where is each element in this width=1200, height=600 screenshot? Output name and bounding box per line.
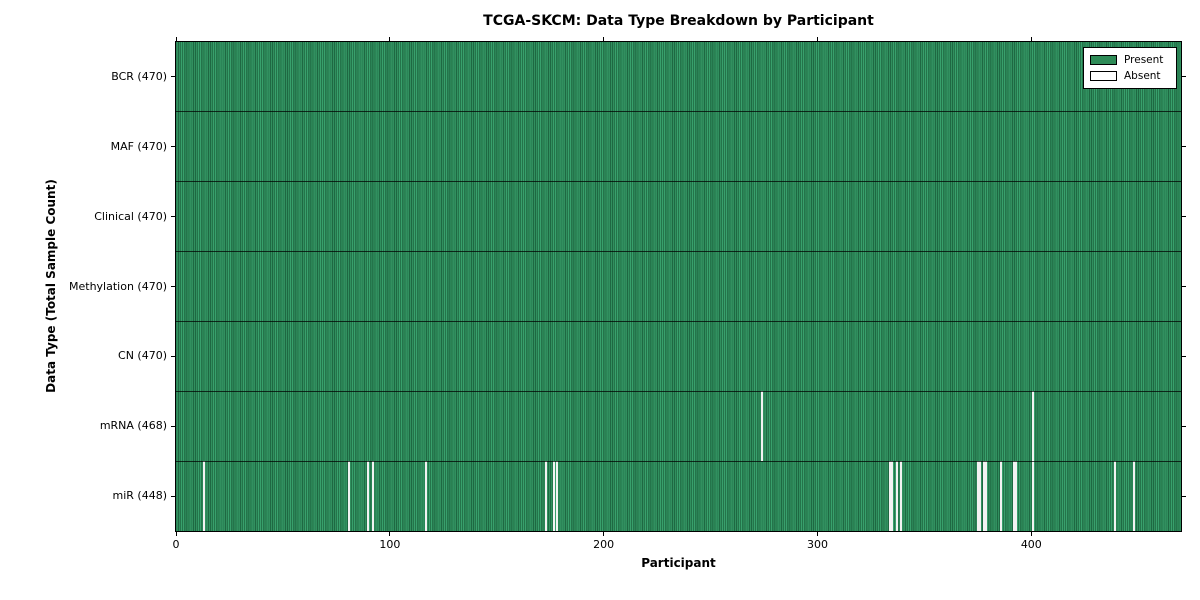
- y-tick-right: [1182, 425, 1186, 427]
- y-tick-label-cn: CN (470): [118, 349, 167, 363]
- absent-stripe-mir-92: [371, 461, 374, 531]
- y-tick-left: [171, 146, 175, 148]
- y-tick-left: [171, 216, 175, 218]
- data-row-clinical: [176, 181, 1181, 252]
- data-row-mrna: [176, 391, 1181, 462]
- row-separator: [176, 111, 1181, 113]
- x-tick-label-300: 300: [806, 538, 828, 551]
- data-row-maf: [176, 111, 1181, 182]
- row-separator: [176, 390, 1181, 392]
- y-tick-label-methylation: Methylation (470): [69, 279, 167, 293]
- y-tick-left: [171, 355, 175, 357]
- absent-stripe-mir-339: [899, 461, 902, 531]
- absent-stripe-mir-386: [1000, 461, 1003, 531]
- y-tick-left: [171, 425, 175, 427]
- data-row-mir: [176, 461, 1181, 531]
- row-separator: [176, 460, 1181, 462]
- y-tick-left: [171, 286, 175, 287]
- y-tick-label-mrna: mRNA (468): [99, 419, 167, 433]
- data-row-methylation: [176, 251, 1181, 322]
- y-tick-right: [1182, 216, 1186, 218]
- legend-item-present: Present: [1090, 52, 1170, 68]
- absent-stripe-mir-90: [367, 461, 370, 531]
- y-tick-right: [1182, 286, 1186, 287]
- absent-stripe-mir-439: [1113, 461, 1116, 531]
- data-row-cn: [176, 321, 1181, 392]
- y-tick-left: [171, 495, 175, 497]
- x-tick-label-0: 0: [172, 538, 180, 551]
- y-tick-label-bcr: BCR (470): [111, 69, 167, 83]
- x-tick-top: [603, 37, 605, 41]
- y-tick-right: [1182, 146, 1186, 148]
- x-tick-top: [1030, 37, 1032, 41]
- row-separator: [176, 320, 1181, 322]
- absent-stripe-mir-378: [983, 461, 986, 531]
- x-tick-label-400: 400: [1020, 538, 1042, 551]
- absent-stripe-mir-177: [553, 461, 556, 531]
- row-separator: [176, 251, 1181, 253]
- y-tick-right: [1182, 76, 1186, 78]
- plot-area: [175, 41, 1182, 532]
- y-tick-label-clinical: Clinical (470): [94, 209, 167, 223]
- x-tick-bottom: [603, 532, 605, 536]
- absent-stripe-mir-178: [555, 461, 558, 531]
- absent-stripe-mir-173: [544, 461, 547, 531]
- absent-stripe-mir-375: [976, 461, 979, 531]
- chart-title: TCGA-SKCM: Data Type Breakdown by Partic…: [483, 13, 874, 29]
- x-tick-top: [175, 37, 177, 41]
- legend-label-absent: Absent: [1124, 70, 1161, 82]
- x-tick-label-100: 100: [379, 538, 401, 551]
- absent-stripe-mir-379: [985, 461, 988, 531]
- absent-stripe-mrna-401: [1032, 391, 1035, 462]
- absent-stripe-mir-376: [979, 461, 981, 531]
- row-separator: [176, 181, 1181, 183]
- absent-stripe-mir-81: [348, 461, 351, 531]
- y-tick-right: [1182, 355, 1186, 357]
- x-tick-bottom: [175, 532, 177, 536]
- absent-stripe-mir-392: [1013, 461, 1016, 531]
- legend-label-present: Present: [1124, 54, 1164, 66]
- y-tick-left: [171, 76, 175, 78]
- legend-swatch-present-icon: [1090, 55, 1117, 65]
- absent-stripe-mir-393: [1015, 461, 1018, 531]
- data-row-bcr: [176, 42, 1181, 112]
- absent-stripe-mir-401: [1032, 461, 1035, 531]
- absent-stripe-mir-335: [891, 461, 894, 531]
- absent-stripe-mir-448: [1132, 461, 1135, 531]
- x-tick-label-200: 200: [593, 538, 615, 551]
- x-tick-top: [389, 37, 391, 41]
- legend: Present Absent: [1083, 47, 1177, 89]
- x-axis-label: Participant: [641, 556, 716, 570]
- x-tick-bottom: [389, 532, 391, 536]
- absent-stripe-mir-13: [202, 461, 205, 531]
- y-tick-right: [1182, 495, 1186, 497]
- absent-stripe-mir-337: [895, 461, 898, 531]
- y-tick-label-mir: miR (448): [112, 489, 168, 503]
- x-tick-bottom: [816, 532, 818, 536]
- y-tick-label-maf: MAF (470): [110, 139, 167, 153]
- absent-stripe-mir-334: [889, 461, 892, 531]
- x-tick-bottom: [1030, 532, 1032, 536]
- absent-stripe-mrna-274: [760, 391, 763, 462]
- legend-swatch-absent-icon: [1090, 71, 1117, 81]
- x-tick-top: [816, 37, 818, 41]
- absent-stripe-mir-117: [425, 461, 428, 531]
- legend-item-absent: Absent: [1090, 68, 1170, 84]
